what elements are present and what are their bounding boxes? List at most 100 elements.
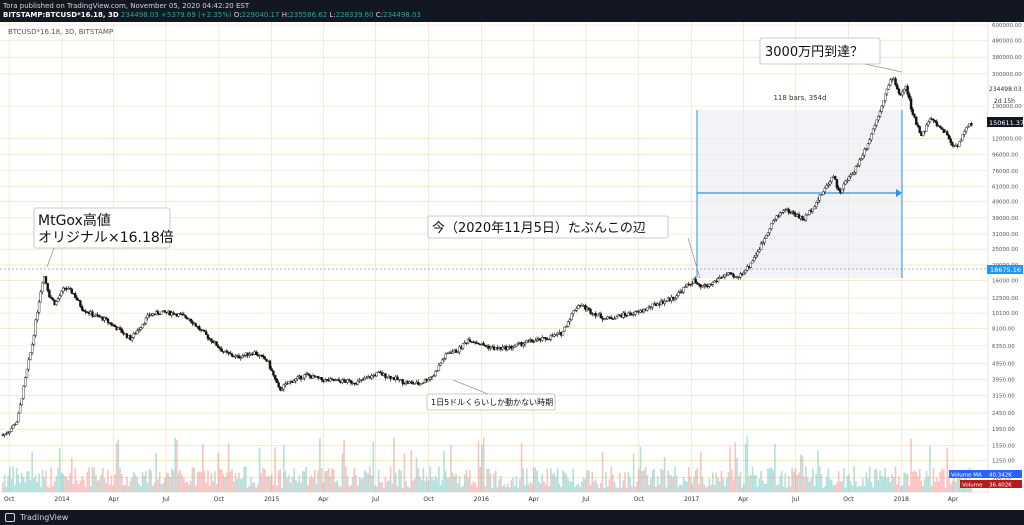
- volume-bar: [877, 480, 880, 492]
- annotation-now[interactable]: 今（2020年11月5日）たぶんこの辺: [427, 215, 701, 279]
- x-tick-label: Oct: [423, 496, 434, 503]
- volume-bar: [529, 482, 531, 492]
- candle-body: [894, 78, 897, 86]
- volume-bar: [86, 471, 89, 492]
- volume-bar: [260, 473, 263, 492]
- now-callout-text: 今（2020年11月5日）たぶんこの辺: [432, 220, 646, 236]
- volume-bar: [763, 484, 766, 492]
- x-tick-label: Oct: [843, 496, 854, 503]
- volume-bar: [906, 474, 909, 492]
- candle-body: [925, 124, 928, 132]
- volume-bar: [398, 469, 401, 492]
- candle-body: [444, 353, 447, 359]
- candle-body: [401, 379, 404, 384]
- candle-body: [722, 276, 725, 278]
- candle-body: [263, 356, 267, 360]
- volume-bar: [74, 468, 77, 492]
- candle-body: [897, 88, 901, 94]
- volume-bar: [50, 467, 52, 492]
- volume-bar: [732, 479, 735, 492]
- volume-bar: [562, 470, 564, 492]
- volume-bar: [148, 468, 151, 492]
- candle-body: [887, 84, 890, 90]
- volume-bar: [276, 485, 278, 492]
- volume-bar: [651, 470, 654, 492]
- y-tick-label: 96000.00: [992, 152, 1019, 158]
- volume-bar: [929, 446, 931, 492]
- candle-body: [275, 378, 279, 383]
- volume-bar: [505, 486, 507, 492]
- volume-bar: [191, 467, 194, 492]
- volume-bar: [282, 445, 285, 492]
- candle-body: [349, 380, 353, 384]
- volume-bar: [481, 445, 483, 492]
- candle-body: [422, 382, 425, 384]
- candle-body: [792, 211, 796, 214]
- candle-body: [5, 433, 8, 435]
- candle-body: [220, 348, 223, 352]
- candle-body: [501, 346, 504, 350]
- volume-bar: [208, 485, 211, 492]
- candle-body: [928, 118, 932, 123]
- candle-body: [732, 274, 735, 277]
- candle-body: [535, 339, 539, 341]
- candle-body: [522, 343, 525, 346]
- volume-bar: [901, 485, 904, 492]
- volume-bar: [324, 470, 326, 492]
- volume-bar: [60, 472, 63, 492]
- candle-body: [437, 364, 441, 371]
- candle-body: [370, 375, 373, 379]
- annotation-flat[interactable]: 1日5ドルくらいしか動かない時期: [426, 379, 556, 411]
- volume-bar: [301, 471, 304, 492]
- candle-body: [901, 91, 904, 96]
- volume-bar: [536, 470, 538, 492]
- candle-body: [237, 355, 241, 359]
- volume-bar: [431, 477, 433, 492]
- target-callout-text: 3000万円到達？: [765, 45, 863, 60]
- candle-body: [547, 338, 551, 341]
- candle-body: [74, 293, 77, 298]
- volume-bar: [300, 482, 302, 492]
- price-chart[interactable]: 118 bars, 354d MtGox高値 オリジナル×16.18倍 今（20…: [0, 22, 1024, 510]
- volume-ma-value: 40.342K: [989, 473, 1012, 479]
- volume-bar: [949, 484, 952, 492]
- volume-bar: [634, 486, 637, 492]
- annotation-mtgox[interactable]: MtGox高値 オリジナル×16.18倍: [33, 207, 174, 268]
- volume-bar: [479, 466, 482, 492]
- candle-body: [780, 211, 784, 214]
- time-axis[interactable]: Oct 2014 Apr Jul Oct 2015 Apr Jul Oct 2016 Apr Jul O…: [0, 491, 988, 503]
- candle-body: [908, 93, 911, 99]
- y-tick-label: 600000.00: [992, 23, 1022, 29]
- candle-body: [287, 381, 291, 384]
- candle-body: [37, 301, 41, 313]
- annotation-target[interactable]: 3000万円到達？: [759, 37, 903, 73]
- volume-bar: [71, 457, 73, 492]
- symbol-name[interactable]: BITSTAMP:BTCUSD*16.18, 3D: [3, 11, 119, 19]
- volume-bar: [172, 470, 175, 492]
- volume-bar: [694, 470, 697, 492]
- publish-header: Tora published on TradingView.com, Novem…: [0, 0, 1024, 22]
- volume-bar: [543, 481, 545, 492]
- volume-bar: [167, 473, 170, 492]
- measure-tool[interactable]: 118 bars, 354d: [696, 94, 903, 278]
- candle-body: [880, 105, 883, 112]
- volume-bar: [250, 477, 252, 492]
- candle-body: [416, 381, 420, 385]
- candle-body: [923, 130, 927, 133]
- volume-bar: [581, 481, 583, 492]
- price-axis[interactable]: 600000.00 480000.00 380000.00 300000.00 1900…: [949, 22, 1024, 510]
- volume-bar: [736, 457, 738, 492]
- candle-body: [553, 334, 556, 337]
- candle-body: [49, 296, 53, 299]
- volume-bar: [874, 469, 876, 492]
- candle-body: [342, 379, 346, 382]
- volume-bar: [58, 447, 61, 492]
- volume-bar: [229, 471, 232, 492]
- candle-body: [442, 358, 446, 361]
- y-tick-label: 190000.00: [992, 104, 1022, 110]
- y-tick-label: 300000.00: [992, 72, 1022, 78]
- volume-bar: [270, 474, 273, 492]
- volume-bar: [389, 466, 392, 492]
- volume-bar: [818, 466, 821, 492]
- volume-bar: [269, 476, 271, 492]
